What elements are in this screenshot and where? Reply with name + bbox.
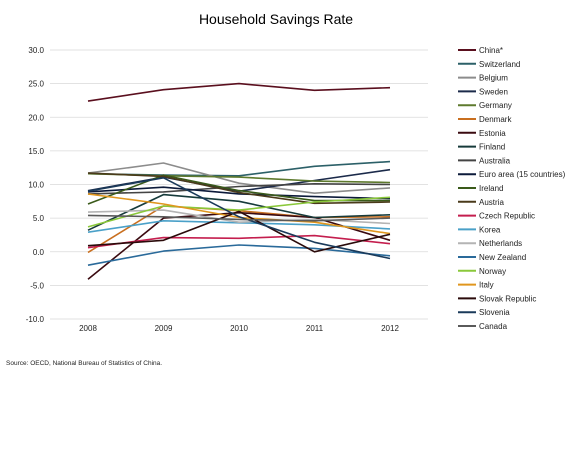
series-line-australia: [87, 183, 391, 195]
legend-label: Italy: [479, 281, 494, 290]
legend-label: Sweden: [479, 87, 508, 96]
y-tick-label: -5.0: [30, 281, 44, 290]
series-line-norway: [87, 196, 391, 228]
legend-item: Ireland: [458, 184, 503, 193]
legend-label: Belgium: [479, 74, 508, 83]
legend-item: Slovenia: [458, 308, 510, 317]
x-tick-label: 2012: [381, 324, 399, 333]
legend-label: Germany: [479, 101, 512, 110]
legend-item: Australia: [458, 156, 511, 165]
legend-label: Euro area (15 countries): [479, 170, 566, 179]
y-tick-label: 0.0: [33, 248, 45, 257]
y-tick-label: 5.0: [33, 214, 45, 223]
legend-label: Slovak Republic: [479, 294, 536, 303]
legend-item: Korea: [458, 225, 501, 234]
legend-label: Norway: [479, 267, 506, 276]
chart-title: Household Savings Rate: [199, 11, 353, 27]
y-axis-ticks: 30.0 25.0 20.0 15.0 10.0 5.0 0.0 -5.0 -10.0: [26, 46, 45, 324]
series-line-belgium: [87, 162, 391, 194]
x-tick-label: 2011: [306, 324, 324, 333]
legend-item: Switzerland: [458, 60, 520, 69]
series-line-canada: [87, 214, 391, 222]
y-tick-label: 30.0: [28, 46, 44, 55]
series-line-sweden: [87, 168, 391, 192]
legend-label: China*: [479, 46, 503, 55]
legend-label: Estonia: [479, 129, 506, 138]
legend-label: Slovenia: [479, 308, 510, 317]
legend-item: Netherlands: [458, 239, 522, 248]
series-line-slovak-republic: [87, 210, 391, 253]
y-tick-label: 20.0: [28, 113, 44, 122]
legend-item: Denmark: [458, 115, 512, 124]
legend-label: Austria: [479, 198, 504, 207]
y-tick-label: -10.0: [26, 315, 45, 324]
legend-item: Italy: [458, 281, 494, 290]
x-tick-label: 2008: [79, 324, 97, 333]
legend-item: Canada: [458, 322, 508, 331]
legend-item: Norway: [458, 267, 506, 276]
series-line-estonia: [87, 211, 391, 280]
legend-item: Belgium: [458, 74, 508, 83]
legend-label: Ireland: [479, 184, 503, 193]
y-tick-label: 15.0: [28, 147, 44, 156]
legend-item: China*: [458, 46, 503, 55]
legend-item: Estonia: [458, 129, 506, 138]
series-line-new-zealand: [87, 244, 391, 266]
x-axis-ticks: 2008 2009 2010 2011 2012: [79, 324, 399, 333]
legend-label: Switzerland: [479, 60, 520, 69]
legend-label: Czech Republic: [479, 212, 535, 221]
legend-item: Sweden: [458, 87, 508, 96]
y-tick-label: 25.0: [28, 80, 44, 89]
series-line-finland: [87, 193, 391, 231]
x-tick-label: 2010: [230, 324, 248, 333]
legend-label: Australia: [479, 156, 511, 165]
legend-label: Canada: [479, 322, 508, 331]
legend: China* Switzerland Belgium Sweden Germany Den…: [458, 46, 566, 331]
legend-item: Finland: [458, 143, 505, 152]
series-line-czech-republic: [87, 234, 391, 249]
series-lines: [87, 82, 391, 280]
legend-item: Germany: [458, 101, 512, 110]
legend-label: Korea: [479, 225, 501, 234]
legend-label: Finland: [479, 143, 505, 152]
legend-label: Netherlands: [479, 239, 522, 248]
legend-label: New Zealand: [479, 253, 526, 262]
x-tick-label: 2009: [155, 324, 173, 333]
legend-item: Slovak Republic: [458, 294, 536, 303]
series-line-euro-area-15-countries: [87, 186, 391, 200]
series-line-switzerland: [87, 160, 391, 177]
legend-item: New Zealand: [458, 253, 526, 262]
series-line-slovenia: [87, 177, 391, 260]
series-line-netherlands: [87, 209, 391, 225]
y-tick-label: 10.0: [28, 181, 44, 190]
series-line-china: [87, 82, 391, 102]
source-note: Source: OECD, National Bureau of Statist…: [6, 360, 162, 367]
series-line-austria: [87, 172, 391, 205]
legend-item: Euro area (15 countries): [458, 170, 566, 179]
legend-item: Czech Republic: [458, 212, 535, 221]
legend-label: Denmark: [479, 115, 512, 124]
legend-item: Austria: [458, 198, 504, 207]
